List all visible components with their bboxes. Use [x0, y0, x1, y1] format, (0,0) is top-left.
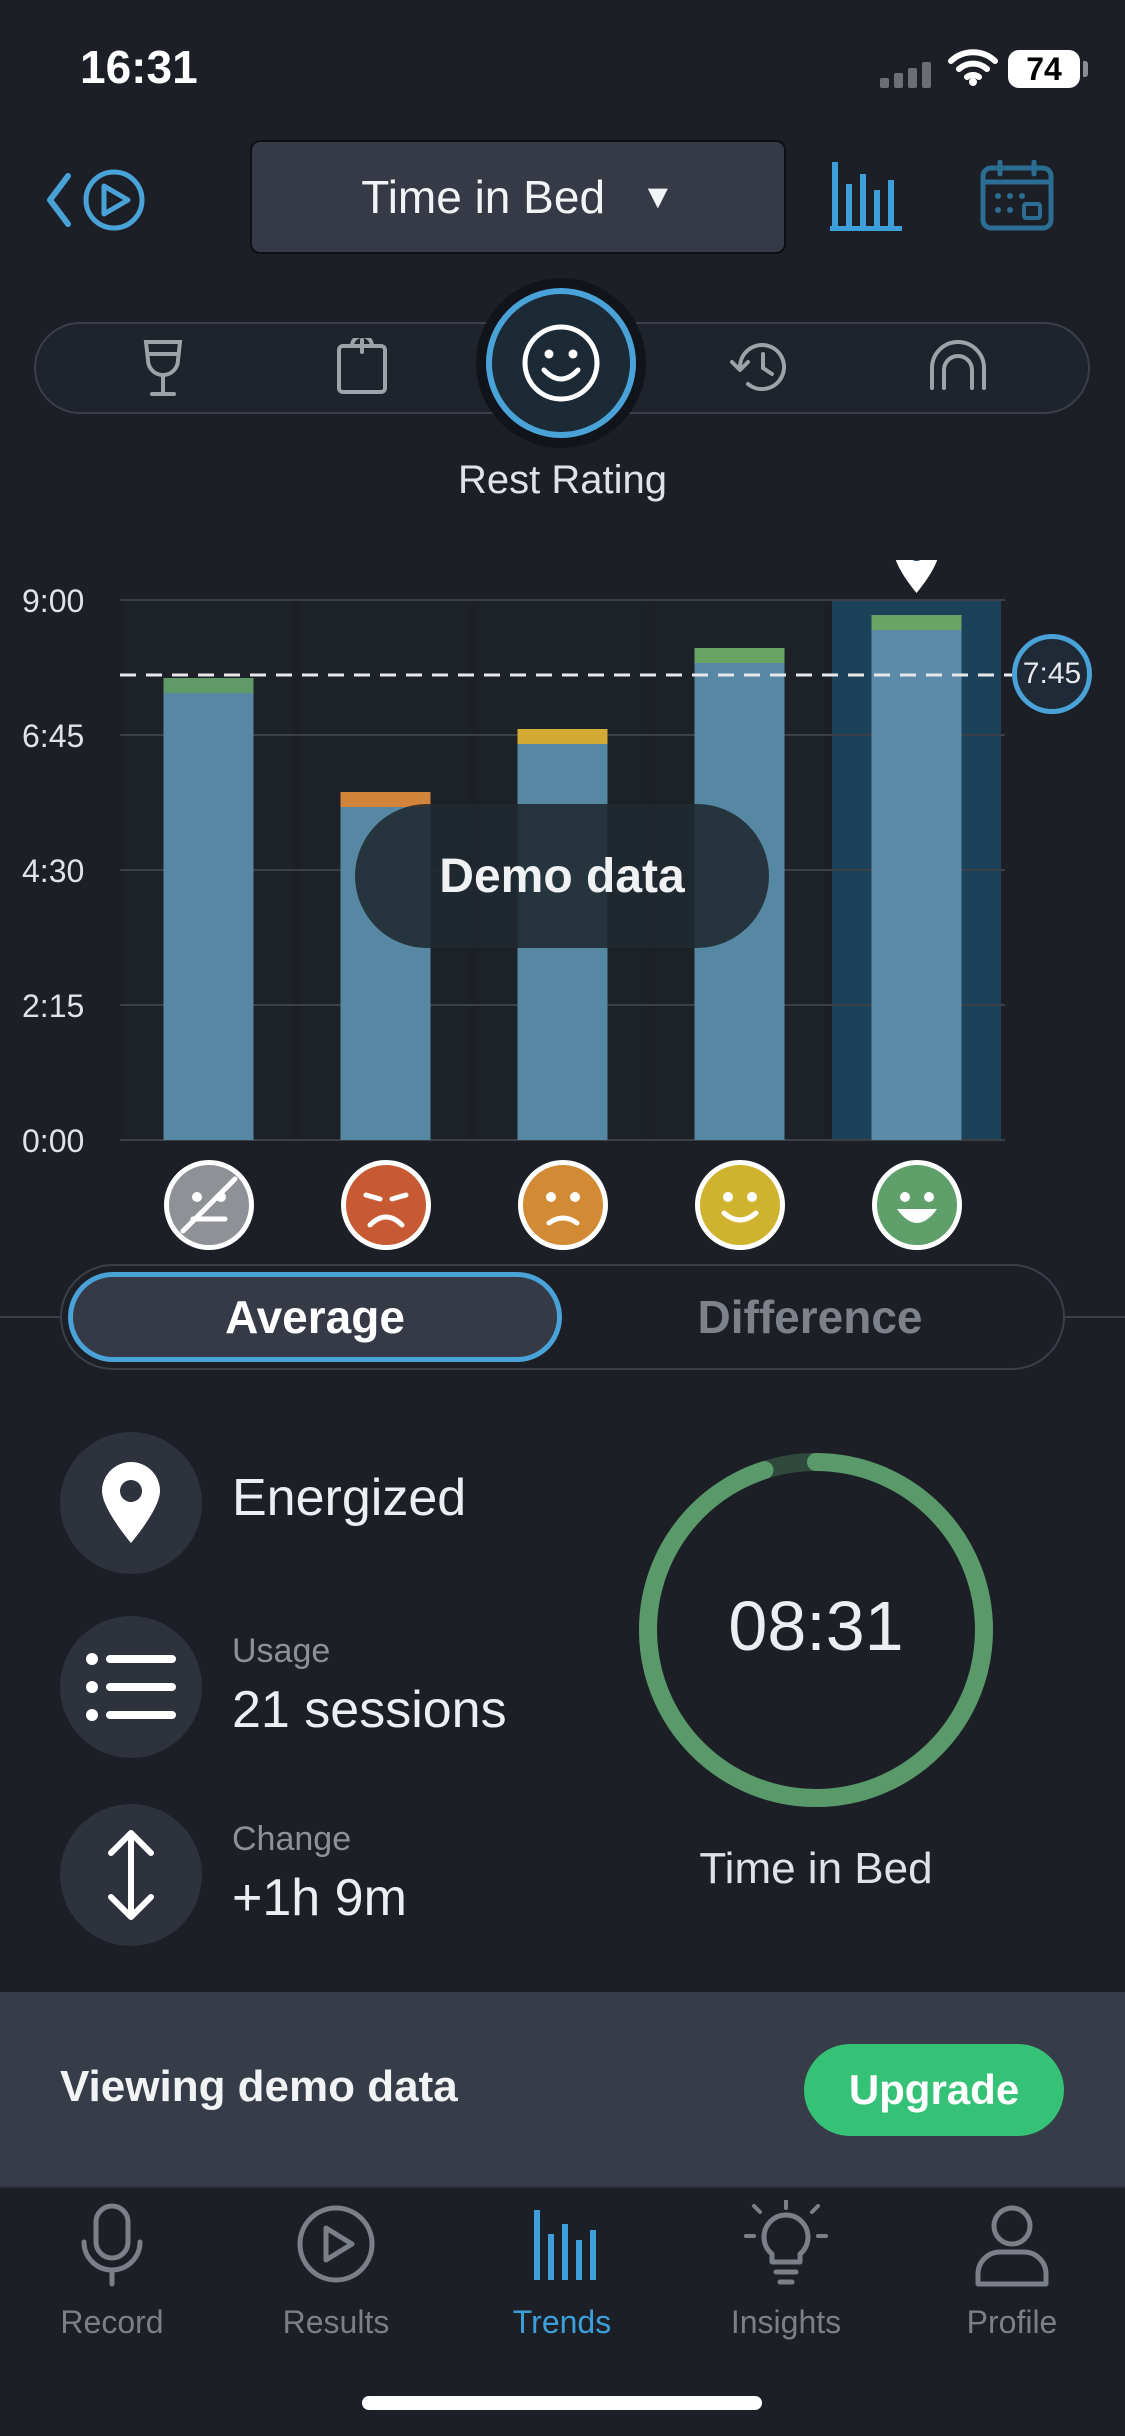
smile-icon	[522, 324, 600, 402]
chart-bar-cap	[517, 729, 608, 744]
chart-y-tick-label: 4:30	[22, 853, 84, 889]
usage-stat-icon-circle	[60, 1616, 202, 1758]
list-icon	[86, 1653, 176, 1721]
chart-y-tick-label: 0:00	[22, 1123, 84, 1159]
play-circle-icon	[297, 2205, 375, 2283]
bar-chart-icon	[534, 2210, 596, 2280]
chart-marker	[895, 560, 938, 593]
chart-bar	[163, 693, 254, 1140]
microphone-icon	[81, 2203, 143, 2287]
calendar-view-icon[interactable]	[980, 160, 1054, 232]
demo-data-watermark: Demo data	[355, 804, 769, 948]
chart-y-tick-label: 6:45	[22, 718, 84, 754]
rating-face-poor-icon	[517, 1160, 608, 1250]
location-pin-hole	[912, 560, 921, 561]
chart-bar-cap	[340, 792, 431, 807]
rating-stat-icon-circle	[60, 1432, 202, 1574]
usage-stat-value: 21 sessions	[232, 1681, 507, 1739]
back-play-icon[interactable]	[44, 168, 148, 232]
time-in-bed-ring	[639, 1453, 993, 1807]
tab-insights-label: Insights	[730, 2304, 842, 2340]
ring-progress-arc	[639, 1453, 993, 1807]
change-stat-value: +1h 9m	[232, 1869, 407, 1927]
chart-y-tick-labels: 9:00 6:45 4:30 2:15 0:00	[22, 583, 84, 1159]
usage-stat-title: Usage	[232, 1632, 331, 1670]
ring-time-value: 08:31	[728, 1587, 904, 1665]
upgrade-button[interactable]: Upgrade	[804, 2044, 1064, 2136]
rating-face-great-icon	[871, 1160, 962, 1250]
status-time: 16:31	[80, 41, 198, 93]
cellular-signal-icon	[880, 62, 931, 88]
up-down-arrow-icon	[108, 1830, 154, 1920]
caret-down-icon: ▼	[641, 177, 675, 216]
ring-label: Time in Bed	[699, 1844, 933, 1893]
change-stat-title: Change	[232, 1820, 352, 1858]
tab-profile-label: Profile	[966, 2304, 1058, 2340]
rating-face-awful-icon	[340, 1160, 431, 1250]
chart-y-tick-label: 2:15	[22, 988, 84, 1024]
reference-value-badge: 7:45	[1012, 634, 1092, 714]
tab-trends-label: Trends	[512, 2304, 612, 2340]
wifi-icon	[948, 49, 998, 86]
rating-face-none-icon	[163, 1160, 254, 1250]
battery-tip	[1083, 61, 1088, 77]
chart-bar-cap	[694, 648, 785, 663]
toggle-average[interactable]: Average	[68, 1272, 562, 1362]
battery-indicator: 74	[1008, 50, 1080, 88]
chart-bar-cap	[871, 615, 962, 630]
change-stat-icon-circle	[60, 1804, 202, 1946]
chart-bars	[163, 615, 962, 1140]
demo-banner-text: Viewing demo data	[60, 2062, 458, 2111]
toggle-difference[interactable]: Difference	[697, 1291, 923, 1343]
tab-results-label: Results	[282, 2304, 390, 2340]
home-indicator	[362, 2396, 762, 2410]
chart-bar	[871, 630, 962, 1140]
location-pin-icon	[102, 1462, 160, 1543]
chart-y-tick-label: 9:00	[22, 583, 84, 619]
chart-bar-cap	[163, 678, 254, 693]
person-icon	[975, 2205, 1049, 2287]
rest-rating-filter-button[interactable]	[486, 288, 636, 438]
filter-selected-label: Rest Rating	[458, 458, 667, 502]
scale-icon[interactable]	[336, 338, 388, 396]
location-pin-icon	[895, 560, 938, 593]
wine-glass-icon[interactable]	[138, 338, 188, 398]
bar-chart-view-icon[interactable]	[830, 156, 902, 232]
metric-dropdown-label: Time in Bed	[361, 171, 606, 223]
history-icon[interactable]	[728, 338, 790, 396]
metric-dropdown[interactable]: Time in Bed ▼	[250, 140, 786, 254]
rating-face-good-icon	[694, 1160, 785, 1250]
lightbulb-icon	[744, 2200, 828, 2285]
tab-record-label: Record	[60, 2304, 164, 2340]
rating-stat-value: Energized	[232, 1469, 467, 1527]
mouthguard-icon[interactable]	[928, 338, 988, 392]
